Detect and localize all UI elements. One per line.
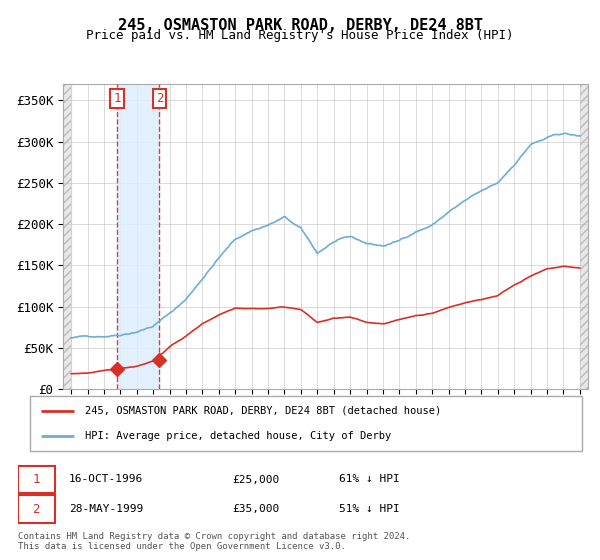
Text: 61% ↓ HPI: 61% ↓ HPI <box>340 474 400 484</box>
Bar <box>117 84 160 389</box>
Text: 245, OSMASTON PARK ROAD, DERBY, DE24 8BT (detached house): 245, OSMASTON PARK ROAD, DERBY, DE24 8BT… <box>85 406 442 416</box>
Text: £35,000: £35,000 <box>232 504 280 514</box>
Bar <box>63 84 71 389</box>
Bar <box>580 84 588 389</box>
Text: 1: 1 <box>113 92 121 105</box>
Text: 28-MAY-1999: 28-MAY-1999 <box>69 504 143 514</box>
Text: HPI: Average price, detached house, City of Derby: HPI: Average price, detached house, City… <box>85 431 391 441</box>
Text: 1: 1 <box>32 473 40 486</box>
Text: £25,000: £25,000 <box>232 474 280 484</box>
Bar <box>580 84 588 389</box>
FancyBboxPatch shape <box>30 396 582 451</box>
Text: 245, OSMASTON PARK ROAD, DERBY, DE24 8BT: 245, OSMASTON PARK ROAD, DERBY, DE24 8BT <box>118 18 482 33</box>
Bar <box>63 84 71 389</box>
Text: Contains HM Land Registry data © Crown copyright and database right 2024.
This d: Contains HM Land Registry data © Crown c… <box>18 531 410 551</box>
Text: 2: 2 <box>32 502 40 516</box>
FancyBboxPatch shape <box>18 466 55 493</box>
Text: 2: 2 <box>156 92 163 105</box>
Text: Price paid vs. HM Land Registry's House Price Index (HPI): Price paid vs. HM Land Registry's House … <box>86 29 514 42</box>
Text: 51% ↓ HPI: 51% ↓ HPI <box>340 504 400 514</box>
Text: 16-OCT-1996: 16-OCT-1996 <box>69 474 143 484</box>
FancyBboxPatch shape <box>18 495 55 523</box>
